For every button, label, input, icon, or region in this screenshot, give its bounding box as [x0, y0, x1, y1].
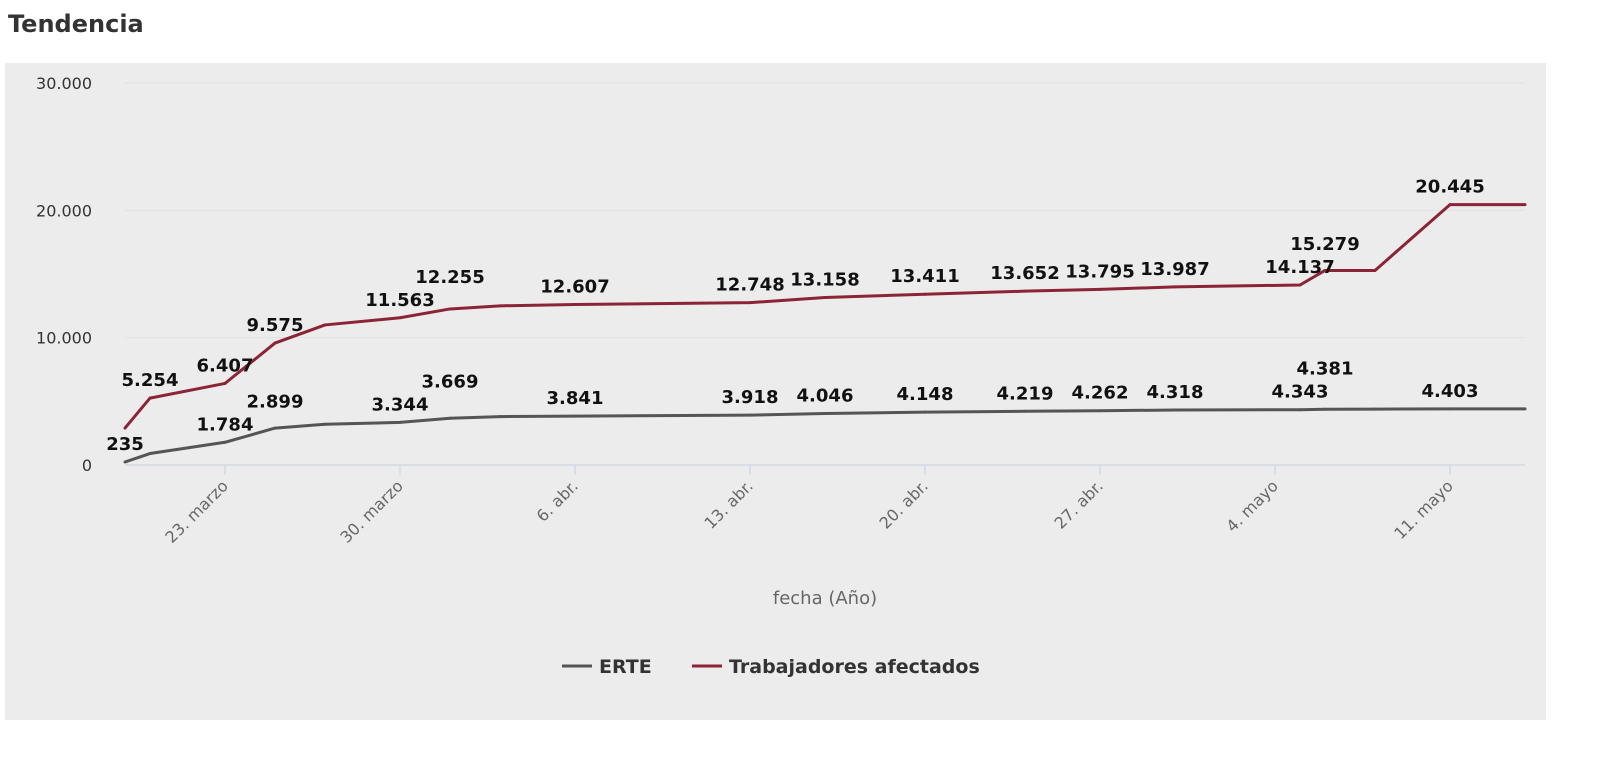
data-label: 6.407 — [197, 355, 254, 376]
data-point — [1323, 268, 1327, 272]
data-point — [573, 414, 577, 418]
data-label: 3.344 — [372, 394, 429, 415]
y-tick-label: 10.000 — [36, 329, 92, 348]
data-label: 3.841 — [547, 388, 604, 409]
data-point — [1173, 285, 1177, 289]
data-point — [273, 426, 277, 430]
data-point — [1523, 407, 1527, 411]
data-point — [573, 302, 577, 306]
data-label: 4.381 — [1297, 359, 1354, 380]
data-point — [1173, 408, 1177, 412]
data-label: 1.784 — [197, 414, 254, 435]
data-point — [1098, 409, 1102, 413]
x-tick-label: 6. abr. — [533, 476, 582, 525]
data-label: 4.343 — [1272, 382, 1329, 403]
data-point — [1523, 203, 1527, 207]
data-label: 12.255 — [415, 267, 484, 288]
data-point — [323, 422, 327, 426]
data-point — [148, 452, 152, 456]
legend-item-label: ERTE — [599, 656, 652, 678]
data-point — [498, 304, 502, 308]
data-point — [223, 440, 227, 444]
data-point — [923, 292, 927, 296]
data-point — [148, 396, 152, 400]
data-point — [498, 415, 502, 419]
data-point — [1023, 409, 1027, 413]
data-point — [1023, 289, 1027, 293]
data-label: 4.318 — [1147, 382, 1204, 403]
data-point — [1298, 408, 1302, 412]
data-point — [1448, 407, 1452, 411]
data-label: 13.795 — [1065, 261, 1134, 282]
data-point — [398, 316, 402, 320]
data-label: 4.262 — [1072, 383, 1129, 404]
data-point — [123, 426, 127, 430]
y-tick-label: 0 — [82, 456, 92, 475]
data-point — [448, 307, 452, 311]
data-label: 13.411 — [890, 266, 959, 287]
data-label: 4.403 — [1422, 381, 1479, 402]
data-label: 12.607 — [540, 276, 609, 297]
line-chart: 0 10.000 20.000 30.000 23. marzo 30. marzo 6. … — [36, 74, 1527, 678]
y-tick-label: 30.000 — [36, 74, 92, 93]
data-label: 235 — [106, 434, 144, 455]
data-point — [1373, 407, 1377, 411]
data-point — [1323, 407, 1327, 411]
y-tick-label: 20.000 — [36, 201, 92, 220]
data-point — [273, 341, 277, 345]
data-label: 4.046 — [797, 385, 854, 406]
legend-item-label: Trabajadores afectados — [729, 656, 980, 678]
data-label: 5.254 — [122, 370, 179, 391]
x-tick-label: 20. abr. — [875, 476, 931, 532]
x-tick-label: 13. abr. — [700, 476, 756, 532]
data-label: 13.652 — [990, 263, 1059, 284]
data-label: 12.748 — [715, 275, 784, 296]
data-point — [398, 420, 402, 424]
data-point — [823, 411, 827, 415]
x-tick-label: 30. marzo — [336, 476, 406, 546]
data-label: 11.563 — [365, 290, 434, 311]
data-point — [1098, 287, 1102, 291]
page-title: Tendencia — [8, 10, 144, 38]
data-label: 4.219 — [997, 383, 1054, 404]
x-axis-title: fecha (Año) — [773, 588, 877, 609]
data-point — [748, 413, 752, 417]
data-point — [1298, 283, 1302, 287]
data-point — [923, 410, 927, 414]
x-tick-label: 27. abr. — [1050, 476, 1106, 532]
x-tick-label: 23. marzo — [161, 476, 231, 546]
data-label: 15.279 — [1290, 234, 1359, 255]
data-point — [223, 381, 227, 385]
data-label: 9.575 — [247, 315, 304, 336]
data-point — [823, 295, 827, 299]
series-line-trabajadores — [123, 203, 1525, 430]
data-point — [323, 323, 327, 327]
data-label: 3.918 — [722, 387, 779, 408]
chart-container: 0 10.000 20.000 30.000 23. marzo 30. marzo 6. … — [5, 63, 1546, 720]
data-point — [748, 301, 752, 305]
data-label: 14.137 — [1265, 257, 1334, 278]
data-point — [1373, 268, 1377, 272]
data-label: 3.669 — [422, 371, 479, 392]
series-line-erte — [124, 407, 1525, 464]
data-point — [448, 416, 452, 420]
x-tick-label: 11. mayo — [1390, 476, 1457, 543]
data-point — [123, 460, 127, 464]
data-label: 20.445 — [1415, 177, 1484, 198]
data-label: 4.148 — [897, 384, 954, 405]
data-point — [1448, 203, 1452, 207]
x-tick-label: 4. mayo — [1222, 476, 1281, 535]
data-label: 13.158 — [790, 269, 859, 290]
data-label: 2.899 — [247, 391, 304, 412]
data-label: 13.987 — [1140, 259, 1209, 280]
